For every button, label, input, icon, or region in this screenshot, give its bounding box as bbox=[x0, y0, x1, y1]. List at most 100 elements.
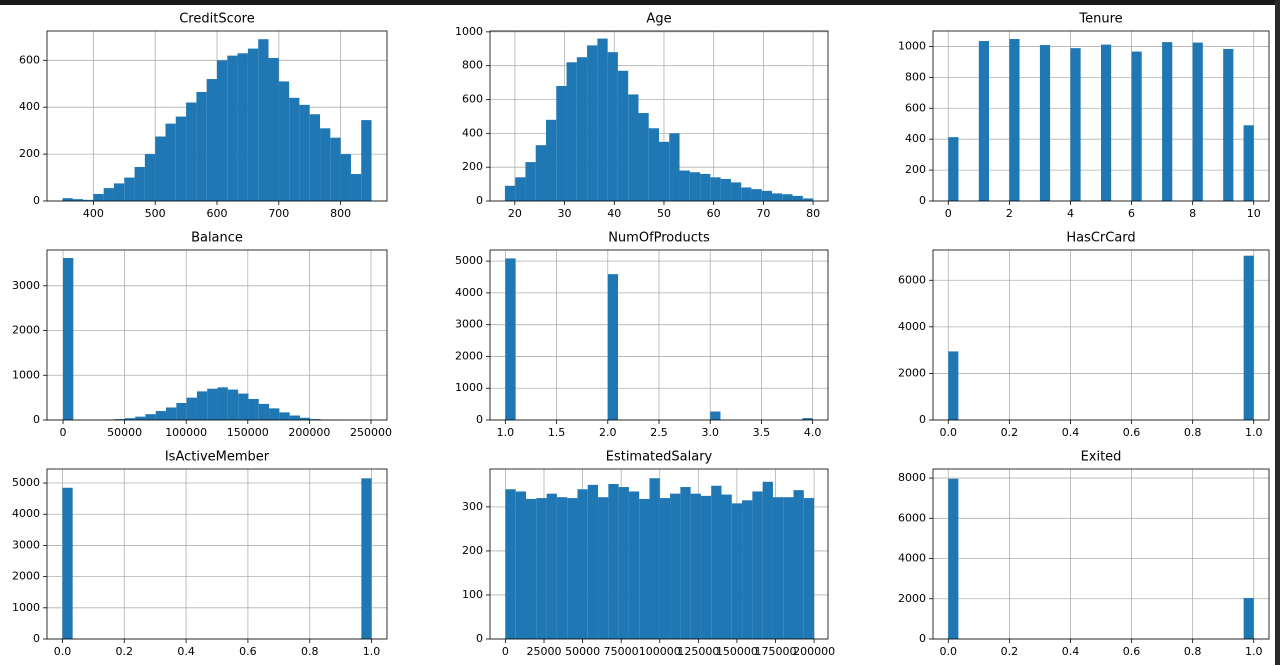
y-tick-label: 600 bbox=[19, 53, 40, 66]
plot-frame bbox=[489, 468, 829, 640]
subplot: 0 200 400 600 800 1000 0 2 4 6 8 10 Tenure bbox=[898, 12, 1270, 220]
x-tick-label: 30 bbox=[558, 207, 572, 220]
x-tick-label: 4.0 bbox=[804, 426, 822, 439]
bar bbox=[217, 60, 228, 201]
subplot: 0 1000 2000 3000 4000 5000 0.0 0.2 0.4 0.6 0.8 1.0 I… bbox=[12, 450, 388, 658]
bar bbox=[948, 478, 959, 639]
x-tick-label: 0.2 bbox=[116, 645, 134, 658]
x-tick-label: 0 bbox=[60, 426, 67, 439]
bar bbox=[803, 498, 815, 639]
y-tick-label: 2000 bbox=[12, 570, 40, 583]
bar bbox=[628, 491, 640, 639]
x-tick-label: 25000 bbox=[527, 645, 562, 658]
y-tick-label: 5000 bbox=[455, 254, 483, 267]
x-tick-label: 0.4 bbox=[1062, 426, 1080, 439]
bar bbox=[741, 187, 752, 201]
bar bbox=[638, 113, 649, 201]
y-tick-label: 2000 bbox=[898, 592, 926, 605]
plot-frame bbox=[46, 30, 388, 202]
y-tick-label: 0 bbox=[33, 632, 40, 645]
x-tick-label: 50 bbox=[657, 207, 671, 220]
bar bbox=[1131, 51, 1142, 201]
bar bbox=[155, 136, 166, 201]
y-tick-label: 4000 bbox=[898, 320, 926, 333]
bar bbox=[361, 120, 372, 201]
bar bbox=[196, 91, 207, 201]
bar bbox=[598, 497, 609, 639]
y-tick-label: 3000 bbox=[455, 318, 483, 331]
bar bbox=[617, 70, 629, 201]
bar bbox=[566, 62, 577, 201]
x-tick-label: 0.4 bbox=[177, 645, 195, 658]
y-tick-label: 1000 bbox=[455, 381, 483, 394]
bar bbox=[1162, 42, 1173, 201]
bar bbox=[1192, 42, 1203, 201]
x-tick-label: 0.8 bbox=[301, 645, 319, 658]
x-tick-label: 3.0 bbox=[701, 426, 719, 439]
right-border bbox=[1275, 0, 1280, 665]
bar bbox=[310, 419, 321, 420]
bar bbox=[720, 179, 731, 201]
plot-frame bbox=[932, 249, 1270, 421]
x-tick-label: 400 bbox=[83, 207, 104, 220]
bar bbox=[330, 137, 341, 201]
bar bbox=[679, 170, 690, 201]
y-tick-label: 400 bbox=[462, 126, 483, 139]
x-tick-label: 1.0 bbox=[1245, 645, 1263, 658]
y-tick-label: 1000 bbox=[455, 25, 483, 38]
bar bbox=[289, 97, 300, 201]
bar bbox=[978, 41, 989, 201]
bar bbox=[556, 85, 567, 201]
x-tick-label: 2 bbox=[1006, 207, 1013, 220]
x-tick-label: 175000 bbox=[755, 645, 797, 658]
bar bbox=[299, 417, 311, 420]
bar bbox=[597, 38, 608, 201]
bar bbox=[350, 174, 362, 201]
bar bbox=[155, 411, 167, 420]
x-tick-label: 0.0 bbox=[54, 645, 72, 658]
bar bbox=[72, 199, 84, 201]
bar bbox=[680, 487, 691, 639]
bar bbox=[145, 414, 156, 420]
x-tick-label: 1.0 bbox=[363, 645, 381, 658]
bar bbox=[1009, 39, 1020, 201]
bar bbox=[793, 490, 804, 639]
chart-title: Exited bbox=[1081, 450, 1122, 465]
y-tick-label: 6000 bbox=[898, 273, 926, 286]
y-tick-label: 600 bbox=[905, 101, 926, 114]
subplot: 0 2000 4000 6000 8000 0.0 0.2 0.4 0.6 0.8 1.0 Exite… bbox=[898, 450, 1270, 658]
bar bbox=[247, 48, 259, 201]
bar bbox=[63, 258, 74, 420]
x-tick-label: 1.0 bbox=[1245, 426, 1263, 439]
bar bbox=[83, 199, 94, 201]
chart-title: NumOfProducts bbox=[608, 231, 710, 246]
y-tick-label: 1000 bbox=[12, 601, 40, 614]
x-tick-label: 100000 bbox=[639, 645, 681, 658]
x-tick-label: 200000 bbox=[288, 426, 330, 439]
plot-frame bbox=[46, 468, 388, 640]
x-tick-label: 150000 bbox=[227, 426, 269, 439]
bar bbox=[1070, 48, 1081, 202]
bar bbox=[618, 487, 629, 639]
y-tick-label: 200 bbox=[462, 544, 483, 557]
bar bbox=[628, 94, 639, 201]
bar bbox=[237, 53, 248, 201]
x-tick-label: 40 bbox=[607, 207, 621, 220]
x-tick-label: 0 bbox=[502, 645, 509, 658]
bar bbox=[710, 177, 721, 201]
bar bbox=[504, 185, 516, 201]
plot-frame bbox=[46, 249, 388, 421]
bar bbox=[258, 39, 269, 202]
bar bbox=[289, 415, 300, 420]
bar bbox=[113, 183, 125, 201]
y-tick-label: 400 bbox=[19, 100, 40, 113]
bar bbox=[1243, 598, 1254, 639]
bar bbox=[196, 391, 208, 420]
bar bbox=[742, 500, 753, 639]
x-tick-label: 0.2 bbox=[1001, 645, 1019, 658]
y-tick-label: 100 bbox=[462, 588, 483, 601]
plot-frame bbox=[932, 30, 1270, 202]
x-tick-label: 75000 bbox=[604, 645, 639, 658]
x-tick-label: 700 bbox=[268, 207, 289, 220]
bar bbox=[639, 498, 650, 639]
